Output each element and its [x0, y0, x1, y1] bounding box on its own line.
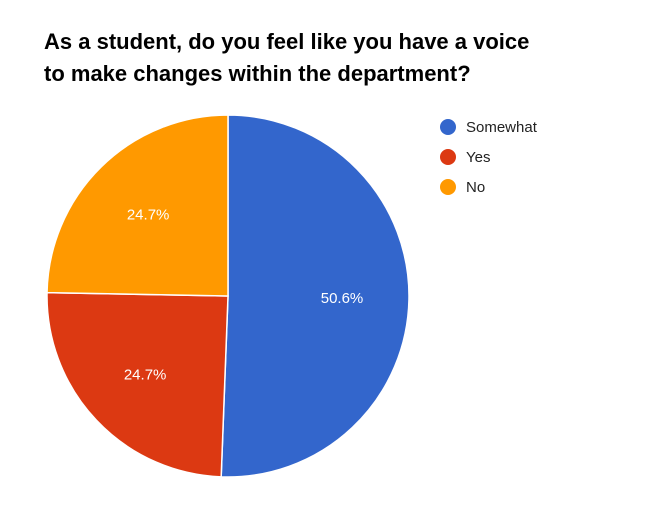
- pie-slice-label-no: 24.7%: [127, 207, 170, 224]
- pie-slice-somewhat[interactable]: [220, 114, 410, 478]
- chart-title-line-2: to make changes within the department?: [44, 61, 471, 86]
- legend-label-no: No: [466, 178, 486, 196]
- chart-title: As a student, do you feel like you have …: [44, 26, 644, 90]
- legend-label-yes: Yes: [466, 148, 491, 166]
- legend-swatch-no: [440, 179, 456, 195]
- legend-swatch-yes: [440, 149, 456, 165]
- legend-item-yes[interactable]: Yes: [440, 142, 537, 172]
- legend-item-no[interactable]: No: [440, 172, 537, 202]
- pie-slice-yes[interactable]: [46, 291, 229, 478]
- pie-slice-no[interactable]: [46, 114, 229, 297]
- legend: Somewhat Yes No: [440, 112, 537, 202]
- pie-slice-label-somewhat: 50.6%: [321, 290, 364, 307]
- legend-label-somewhat: Somewhat: [466, 118, 537, 136]
- pie-slices: [46, 114, 410, 478]
- pie-slice-label-yes: 24.7%: [124, 366, 167, 383]
- pie-slice-labels: 50.6% 24.7% 24.7%: [124, 207, 363, 384]
- legend-swatch-somewhat: [440, 119, 456, 135]
- chart-title-line-1: As a student, do you feel like you have …: [44, 29, 530, 54]
- legend-item-somewhat[interactable]: Somewhat: [440, 112, 537, 142]
